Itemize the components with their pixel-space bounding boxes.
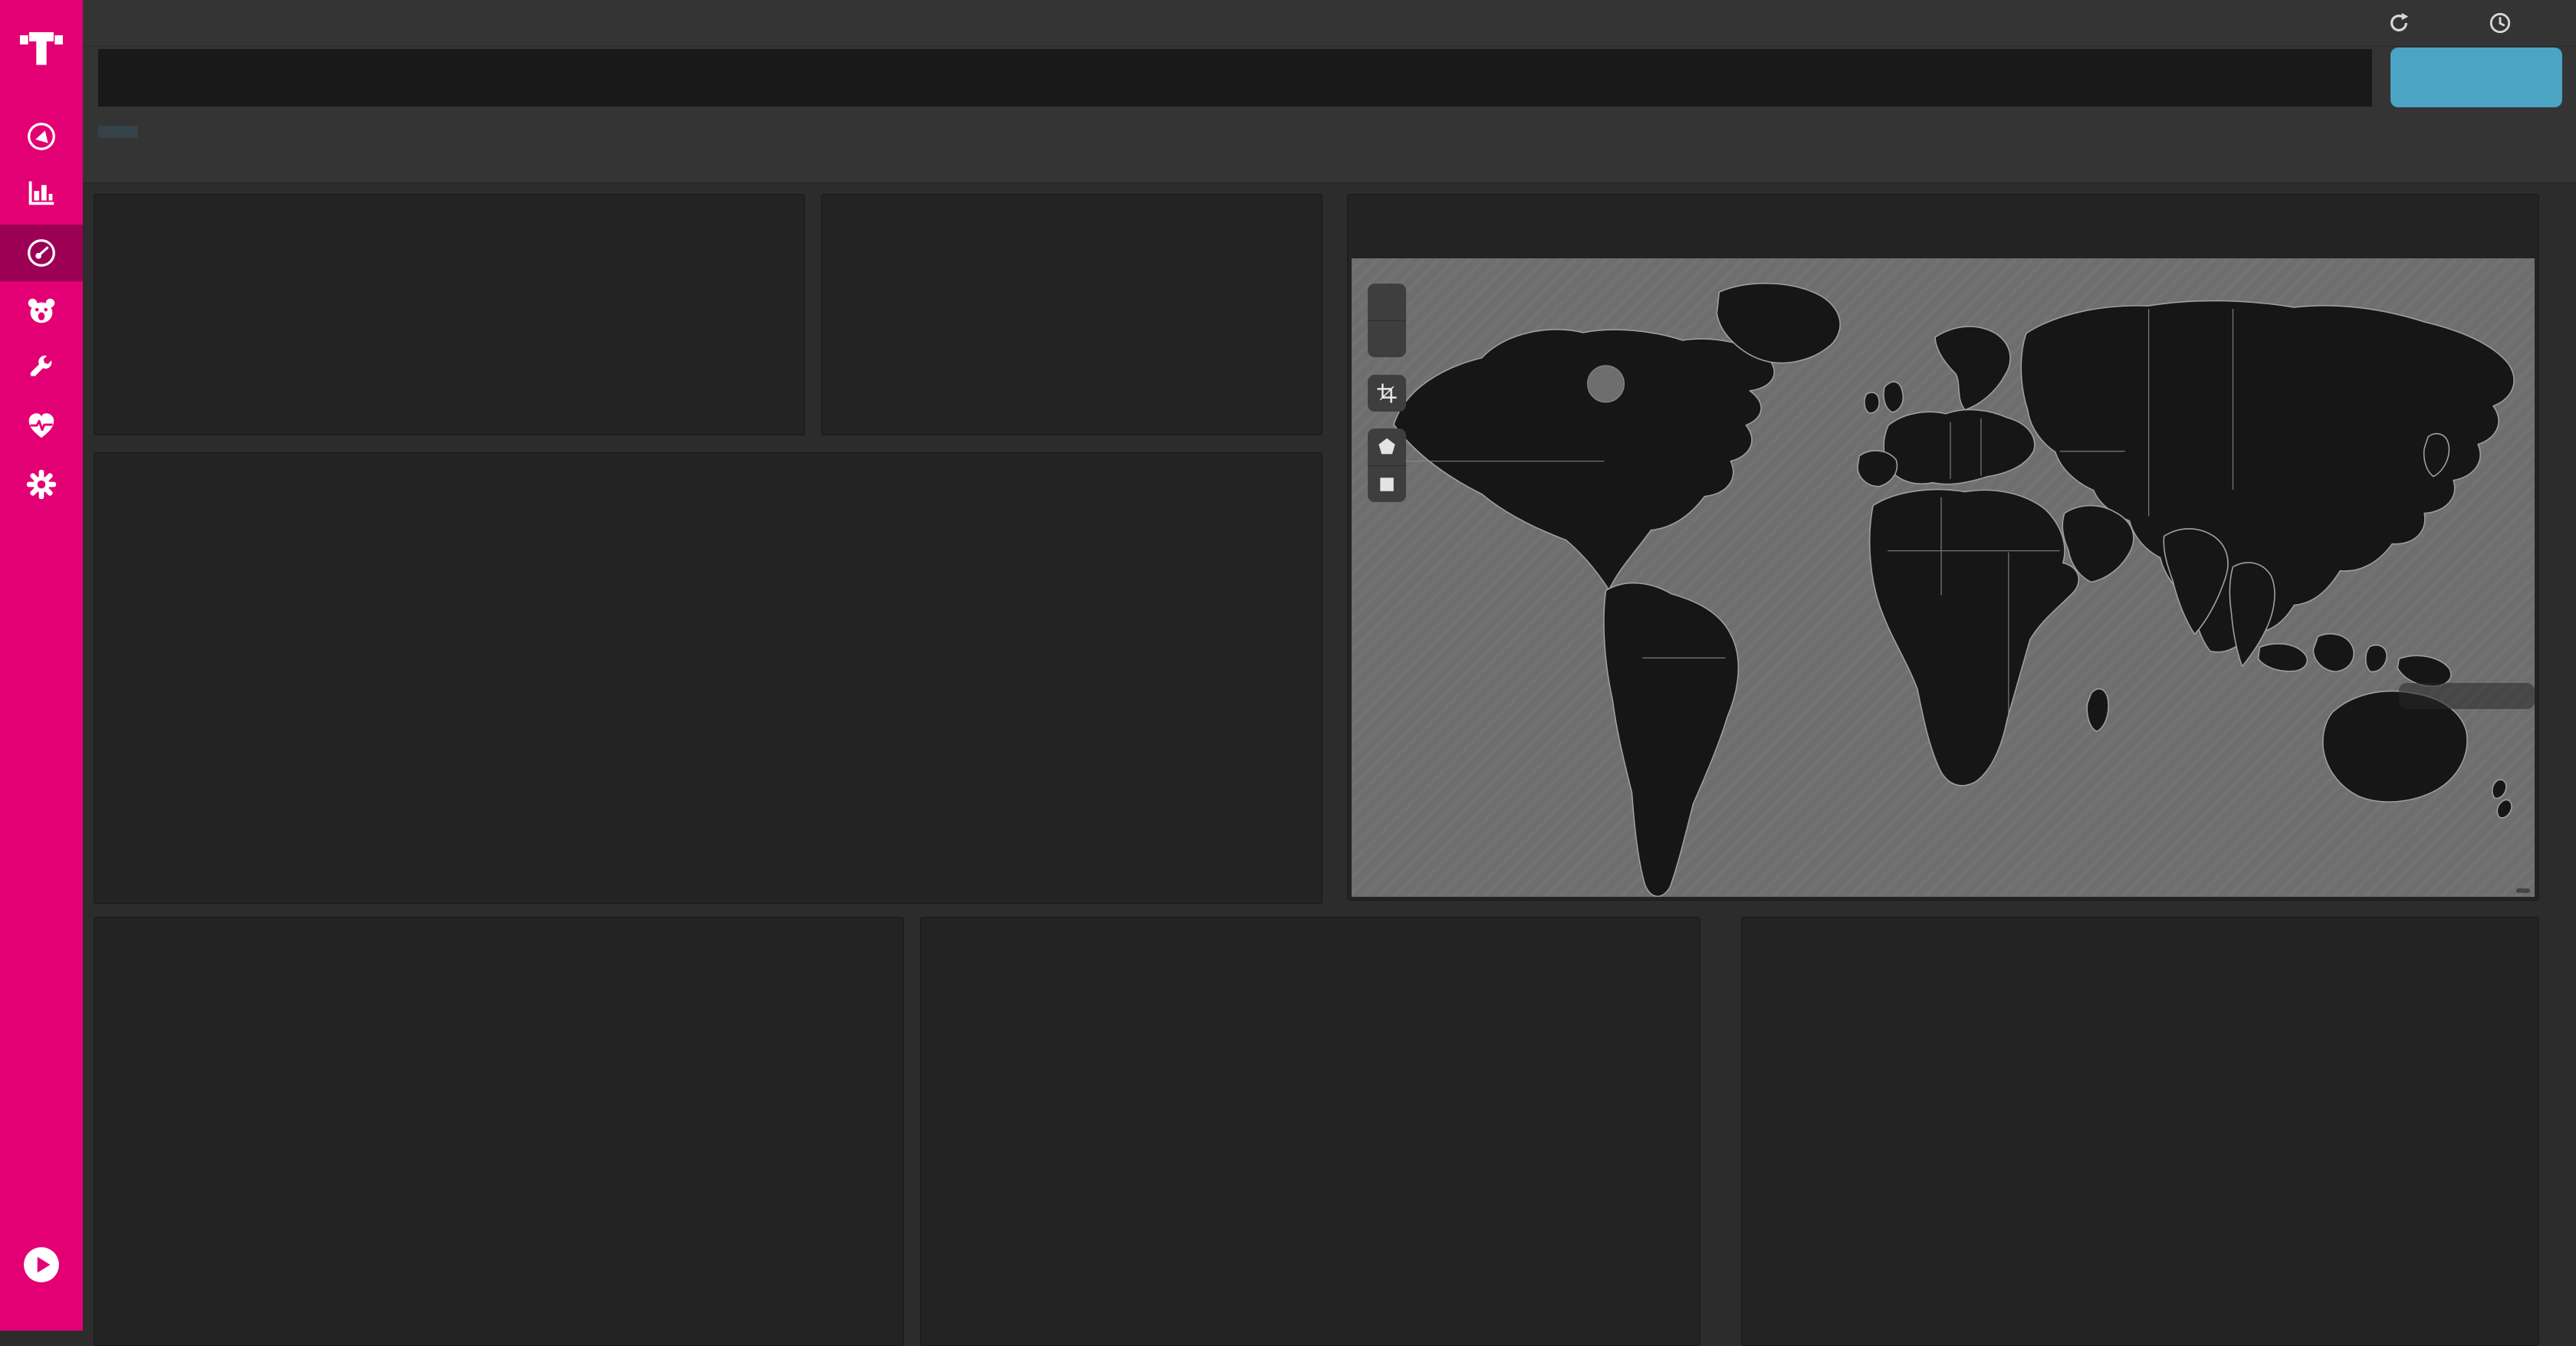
metric-attacks <box>895 302 1056 304</box>
heartbeat-icon <box>24 408 59 443</box>
rectangle-icon <box>1375 473 1398 496</box>
map-draw-controls <box>1368 428 1406 502</box>
tmobile-logo[interactable] <box>0 12 83 83</box>
world-map-svg <box>1352 258 2535 897</box>
sidebar-item-management[interactable] <box>0 456 83 513</box>
sidebar-item-discover[interactable] <box>0 108 83 165</box>
gear-icon <box>24 467 59 502</box>
refresh-arrow-icon <box>2387 11 2410 34</box>
gauge-icon <box>24 235 59 271</box>
panel-attacks-histogram <box>94 452 1322 904</box>
panel-attacks-metric <box>821 194 1322 435</box>
donut-hole <box>1070 1051 1323 1304</box>
panel-attacks-bar <box>94 194 805 435</box>
metric-unique-src-ips <box>1052 302 1236 304</box>
map-fit-bounds-button[interactable] <box>1368 375 1406 412</box>
polygon-icon <box>1375 435 1398 458</box>
reputation-donut-chart[interactable] <box>195 1002 546 1346</box>
panel-attacks-by-country <box>920 917 1700 1346</box>
time-range-picker[interactable] <box>2489 11 2519 34</box>
sidebar-item-devtools[interactable] <box>0 340 83 396</box>
sidebar-collapse-toggle[interactable] <box>0 1236 83 1293</box>
bear-icon <box>24 293 59 328</box>
map-draw-rectangle-button[interactable] <box>1368 465 1406 502</box>
sidebar-item-monitoring[interactable] <box>0 397 83 454</box>
bar-chart-icon <box>24 175 59 210</box>
top-nav-bar <box>83 0 2576 47</box>
map-zoom-out-button[interactable] <box>1368 320 1406 357</box>
map-zoom-in-button[interactable] <box>1368 284 1406 320</box>
header <box>83 0 2576 183</box>
wrench-icon <box>24 350 59 386</box>
map-count-legend <box>2399 683 2535 709</box>
attacks-histogram-chart[interactable] <box>94 453 1322 903</box>
play-circle-icon <box>22 1246 61 1284</box>
attacks-bar-chart[interactable] <box>109 284 646 422</box>
app-sidebar <box>0 0 83 1331</box>
auto-refresh-button[interactable] <box>2387 11 2418 34</box>
add-filter-button[interactable] <box>98 126 138 138</box>
panel-attacks-by-country-histogram <box>1741 917 2539 1346</box>
crop-icon <box>1375 382 1398 405</box>
world-map[interactable] <box>1352 258 2535 897</box>
country-donut-chart[interactable] <box>1021 1002 1372 1346</box>
refresh-button[interactable] <box>2390 48 2562 107</box>
sidebar-item-visualize[interactable] <box>0 164 83 221</box>
map-fit-control <box>1368 375 1406 412</box>
panel-src-ip-reputation <box>94 917 904 1346</box>
map-draw-polygon-button[interactable] <box>1368 428 1406 465</box>
country-histogram-chart[interactable] <box>1742 918 2538 1345</box>
search-query-input[interactable] <box>98 49 2372 107</box>
sidebar-item-honeypot[interactable] <box>0 282 83 339</box>
sidebar-item-dashboard[interactable] <box>0 225 83 281</box>
tmobile-t-icon <box>17 23 66 72</box>
compass-icon <box>24 119 59 154</box>
clock-icon <box>2489 11 2512 34</box>
map-zoom-controls <box>1368 284 1406 357</box>
map-attribution <box>2516 888 2530 893</box>
panel-attack-map <box>1347 194 2539 901</box>
top-nav-actions <box>2246 11 2555 34</box>
donut-hole <box>244 1051 497 1304</box>
